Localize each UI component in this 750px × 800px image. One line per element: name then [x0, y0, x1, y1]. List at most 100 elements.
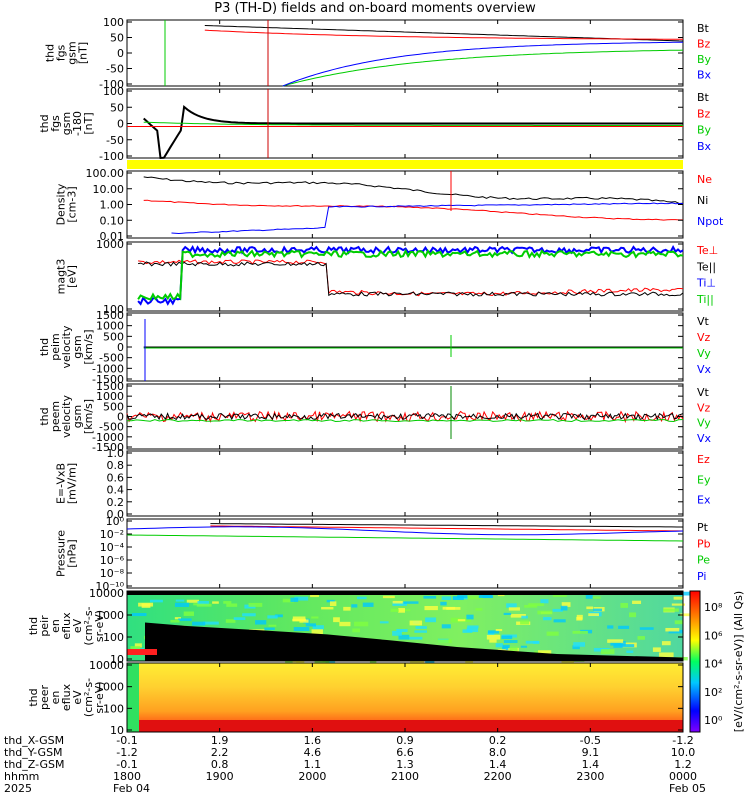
y-tick-label: 10.00 [93, 183, 125, 196]
spectrogram-pixel [618, 625, 630, 629]
panel-ylabel: -180 [71, 111, 84, 136]
spectrogram-pixel [509, 646, 518, 652]
spectrogram-pixel [314, 659, 330, 665]
y-tick-label: 10000 [89, 587, 124, 600]
panel-ylabel: gsm [60, 112, 73, 135]
spectrogram-pixel [632, 600, 642, 604]
spectrogram-pixel [478, 595, 494, 599]
spectrogram-pixel [576, 616, 583, 621]
legend-label: Bz [697, 38, 711, 51]
x-tick-label: 2300 [576, 770, 604, 783]
legend-label: Vy [697, 417, 711, 430]
y-tick-label: 10⁻⁶ [100, 554, 125, 567]
panel-ylabel: sr-eV) [93, 681, 106, 713]
panel-frame-pressure [126, 518, 684, 589]
spectrogram-pixel [409, 620, 423, 626]
panel-ylabel: gsm [71, 405, 84, 428]
spectrogram-pixel [673, 596, 684, 600]
panel-ylabel: sr-eV) [93, 610, 106, 642]
ephemeris-value: -0.5 [580, 734, 601, 747]
electron-red-band [127, 720, 683, 732]
bx-trace [282, 41, 684, 87]
legend-label: Ez [697, 453, 710, 466]
spectrogram-pixel [242, 613, 256, 617]
spectrogram-pixel [552, 593, 567, 598]
x-tick-label: 1800 [113, 770, 141, 783]
ephemeris-value: -0.1 [116, 734, 137, 747]
panel-ylabel: thd [38, 114, 51, 132]
spectrogram-pixel [502, 644, 510, 649]
pt-trace [210, 523, 683, 528]
spectrogram-pixel [415, 626, 427, 629]
y-tick-label: 0 [117, 118, 124, 131]
ephemeris-value: -1.2 [672, 734, 693, 747]
spectrogram-pixel [321, 606, 334, 610]
spectrogram-pixel [293, 627, 310, 632]
spectrogram-pixel [680, 613, 696, 617]
spectrogram-pixel [134, 643, 142, 648]
spectrogram-pixel [131, 613, 147, 617]
ephemeris-value: 1.4 [582, 758, 600, 771]
spectrogram-pixel [452, 596, 464, 601]
spectrogram-pixel [175, 599, 185, 602]
spectrogram-pixel [369, 659, 377, 665]
panel-frame-efield [126, 450, 684, 517]
panel-ylabel: fgs [49, 115, 62, 132]
panel-ylabel: en [49, 691, 62, 705]
by-trace [282, 49, 684, 87]
spectrogram-pixel [546, 631, 559, 636]
pe-trace [126, 534, 684, 542]
y-tick-label: 1.0 [107, 447, 125, 460]
y-tick-label: 1.00 [100, 199, 125, 212]
spectrogram-pixel [525, 640, 540, 644]
legend-label: Ey [697, 473, 711, 486]
y-tick-label: -1000 [92, 362, 124, 375]
spectrogram-pixel [425, 617, 437, 623]
electron-green-edge [127, 663, 139, 732]
x-date-right: Feb 05 [669, 782, 706, 795]
spectrogram-pixel [639, 627, 654, 630]
pb-trace [210, 525, 684, 532]
spectrogram-pixel [457, 619, 466, 622]
panel-ylabel: [km/s] [82, 399, 95, 434]
y-tick-label: 1000 [96, 238, 124, 251]
panel-ylabel: E=-VxB [55, 463, 68, 504]
panel-ylabel: [nT] [82, 112, 95, 134]
spectrogram-pixel [437, 639, 452, 644]
panel-ylabel: [eV] [66, 265, 79, 288]
spectrogram-pixel [290, 597, 299, 602]
spectrogram-pixel [524, 604, 538, 608]
spectrogram-pixel [174, 617, 182, 620]
y-tick-label: 10⁻⁴ [100, 541, 125, 554]
spectrogram-pixel [521, 615, 528, 619]
spectrogram-pixel [506, 603, 517, 608]
x-tick-label: 2100 [391, 770, 419, 783]
panel-ylabel: magt3 [55, 259, 68, 295]
spectrogram-pixel [192, 621, 206, 626]
legend-label: Bx [697, 69, 712, 82]
legend-label: Ni [697, 194, 708, 207]
spectrogram-pixel [652, 647, 661, 652]
spectrogram-pixel [450, 617, 460, 623]
spectrogram-pixel [398, 608, 405, 613]
ephemeris-value: 6.6 [396, 746, 414, 759]
legend-label: By [697, 124, 712, 137]
y-tick-label: 0 [117, 411, 124, 424]
panel-ylabel: (cm²-s- [82, 678, 95, 717]
y-tick-label: 500 [103, 400, 124, 413]
y-tick-label: 10⁻² [100, 528, 124, 541]
legend-label: Te⊥ [696, 244, 718, 257]
panel-ylabel: (cm²-s- [82, 606, 95, 645]
spectrogram-pixel [292, 616, 306, 622]
y-tick-label: 100 [103, 85, 124, 98]
ephemeris-label: thd_Y-GSM [4, 746, 63, 759]
y-tick-label: 10⁰ [106, 515, 125, 528]
spectrogram-pixel [552, 608, 563, 612]
colorbar-tick-label: 10⁴ [704, 658, 723, 671]
y-tick-label: 10⁻¹⁰ [95, 580, 124, 593]
legend-label: Pb [697, 537, 711, 550]
ephemeris-value: 0.2 [489, 734, 507, 747]
npot-trace [171, 202, 684, 235]
spectrogram-pixel [441, 624, 451, 629]
spectrogram-pixel [248, 602, 263, 607]
